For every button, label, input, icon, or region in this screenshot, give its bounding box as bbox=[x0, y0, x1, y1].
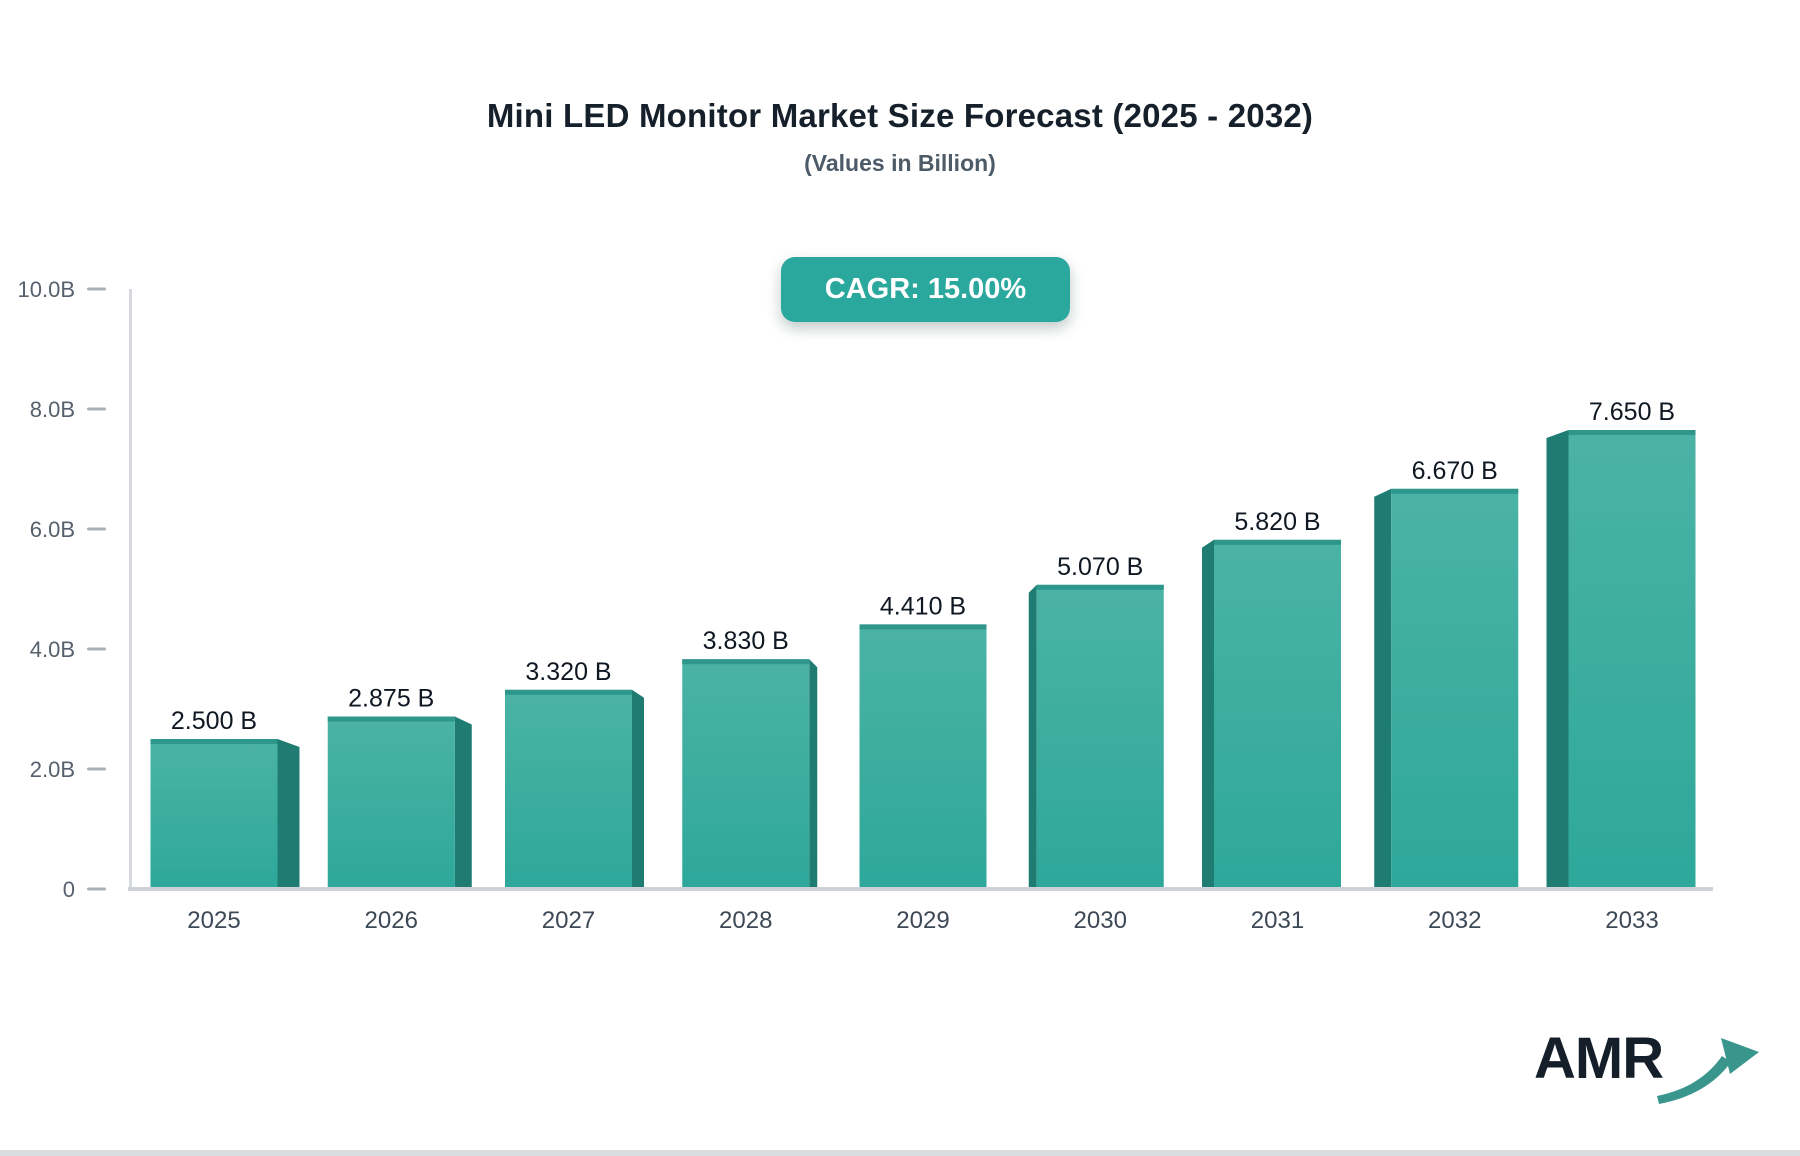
bar-value-label-2029: 4.410 B bbox=[880, 592, 966, 620]
bar-front-2029 bbox=[859, 624, 987, 889]
bar-top-edge-2033 bbox=[1568, 430, 1696, 435]
y-tick-dash-8.0B bbox=[87, 407, 106, 411]
bar-2030 bbox=[1028, 584, 1164, 889]
bar-2025 bbox=[150, 739, 300, 889]
bar-front-2026 bbox=[327, 716, 455, 889]
bar-value-label-2030: 5.070 B bbox=[1057, 553, 1143, 581]
bar-front-2033 bbox=[1568, 430, 1696, 889]
bar-top-edge-2030 bbox=[1036, 584, 1164, 590]
bar-side-2026 bbox=[454, 716, 472, 889]
x-tick-label-2026: 2026 bbox=[365, 907, 418, 934]
bar-front-2031 bbox=[1214, 539, 1341, 889]
y-tick-label-4.0B: 4.0B bbox=[30, 637, 75, 662]
y-axis-line bbox=[129, 289, 132, 891]
bar-2031 bbox=[1202, 539, 1341, 889]
bar-side-2032 bbox=[1374, 488, 1392, 889]
bar-2027 bbox=[505, 689, 644, 889]
growth-arrow-icon bbox=[1657, 1038, 1760, 1104]
bar-front-2032 bbox=[1391, 488, 1519, 889]
y-tick-label-2.0B: 2.0B bbox=[30, 757, 75, 782]
y-tick-label-6.0B: 6.0B bbox=[30, 517, 75, 542]
bar-top-edge-2027 bbox=[505, 689, 632, 695]
bar-value-label-2026: 2.875 B bbox=[348, 685, 434, 713]
bar-2032 bbox=[1374, 488, 1519, 889]
x-tick-label-2027: 2027 bbox=[542, 907, 595, 934]
window-bottom-edge bbox=[0, 1150, 1800, 1156]
y-tick-label-0: 0 bbox=[63, 877, 75, 902]
bar-value-label-2031: 5.820 B bbox=[1234, 508, 1320, 536]
bar-value-label-2033: 7.650 B bbox=[1589, 398, 1675, 426]
bar-value-label-2032: 6.670 B bbox=[1412, 457, 1498, 485]
y-tick-dash-0 bbox=[87, 887, 106, 891]
amr-logo-text: AMR bbox=[1534, 1026, 1664, 1091]
y-tick-dash-2.0B bbox=[87, 767, 106, 771]
bar-top-edge-2025 bbox=[150, 739, 278, 744]
bar-side-2031 bbox=[1202, 539, 1214, 889]
bar-top-edge-2029 bbox=[859, 624, 987, 630]
bar-top-edge-2026 bbox=[327, 716, 455, 722]
bar-2029 bbox=[859, 624, 987, 889]
bar-side-2027 bbox=[632, 689, 644, 889]
bar-side-2030 bbox=[1028, 584, 1037, 889]
bar-value-label-2025: 2.500 B bbox=[171, 707, 257, 735]
x-tick-label-2032: 2032 bbox=[1428, 907, 1481, 934]
bar-value-label-2027: 3.320 B bbox=[525, 658, 611, 686]
x-tick-label-2033: 2033 bbox=[1605, 907, 1658, 934]
bar-front-2025 bbox=[150, 739, 278, 889]
x-tick-label-2025: 2025 bbox=[187, 907, 240, 934]
bar-front-2028 bbox=[682, 659, 810, 889]
bar-top-edge-2028 bbox=[682, 659, 810, 665]
y-tick-dash-4.0B bbox=[87, 647, 106, 651]
bar-front-2030 bbox=[1036, 584, 1164, 889]
bar-2028 bbox=[682, 659, 818, 889]
bar-value-label-2028: 3.830 B bbox=[703, 627, 789, 655]
amr-logo: AMR bbox=[1534, 1030, 1761, 1108]
x-tick-label-2029: 2029 bbox=[896, 907, 949, 934]
bar-top-edge-2032 bbox=[1391, 488, 1519, 494]
bar-2026 bbox=[327, 716, 472, 889]
y-tick-dash-6.0B bbox=[87, 527, 106, 531]
cagr-badge: CAGR: 15.00% bbox=[781, 257, 1070, 322]
x-axis-line bbox=[128, 887, 1713, 891]
chart-subtitle: (Values in Billion) bbox=[804, 150, 996, 176]
bar-side-2028 bbox=[809, 659, 818, 889]
bar-2033 bbox=[1546, 430, 1696, 889]
bar-top-edge-2031 bbox=[1214, 539, 1341, 545]
y-tick-label-8.0B: 8.0B bbox=[30, 397, 75, 422]
x-tick-label-2030: 2030 bbox=[1074, 907, 1127, 934]
chart-title: Mini LED Monitor Market Size Forecast (2… bbox=[486, 97, 1314, 134]
x-tick-label-2031: 2031 bbox=[1251, 907, 1304, 934]
bar-front-2027 bbox=[505, 689, 632, 889]
y-tick-label-10.0B: 10.0B bbox=[18, 277, 76, 302]
bar-side-2033 bbox=[1546, 430, 1569, 889]
x-tick-label-2028: 2028 bbox=[719, 907, 772, 934]
y-tick-dash-10.0B bbox=[87, 287, 106, 291]
bar-side-2025 bbox=[277, 739, 300, 889]
